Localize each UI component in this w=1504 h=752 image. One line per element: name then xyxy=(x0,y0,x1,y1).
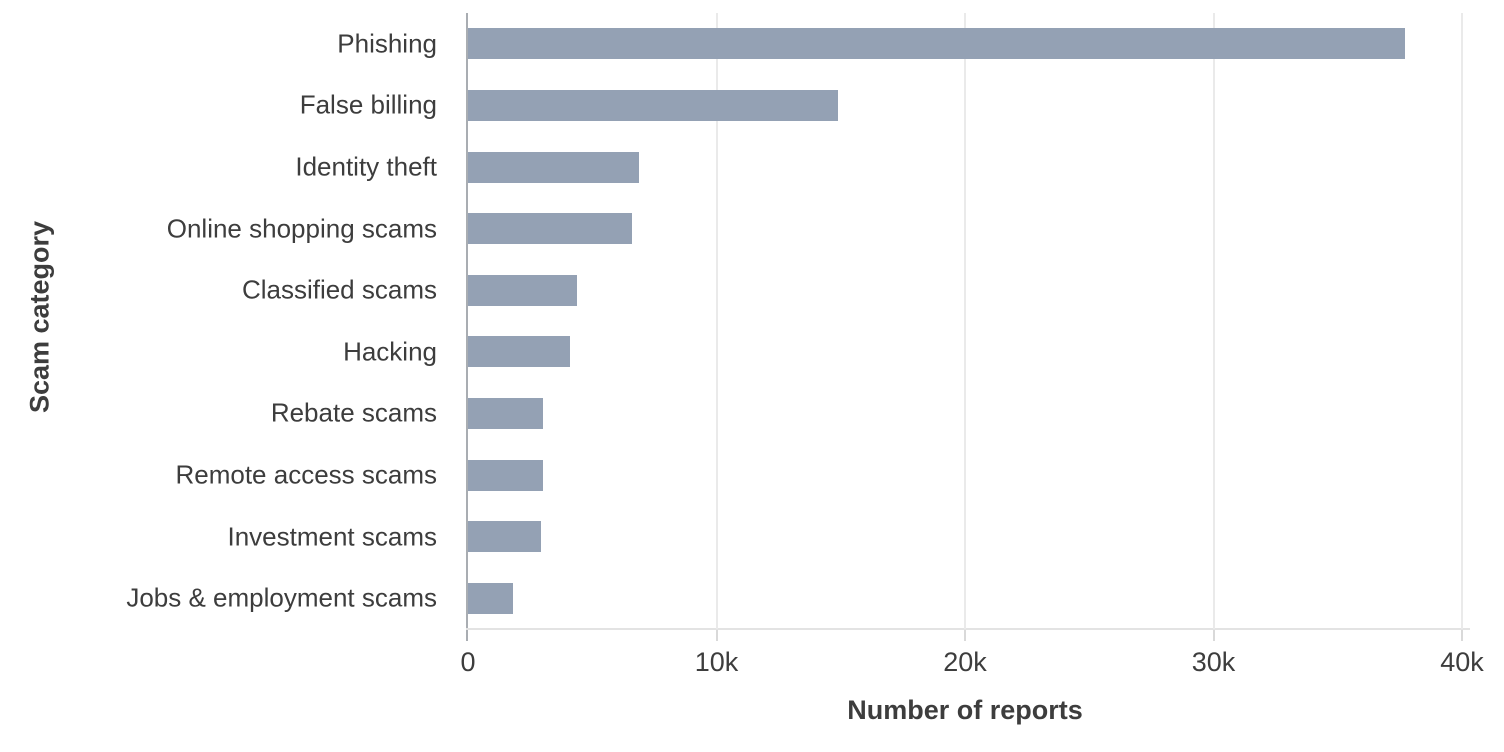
tick-mark-40k xyxy=(1461,630,1463,641)
bar-identity-theft xyxy=(468,151,640,183)
bar-jobs-employment-scams xyxy=(468,582,513,614)
gridline-30k xyxy=(1212,13,1215,629)
x-axis-title: Number of reports xyxy=(847,695,1083,725)
category-label: Jobs & employment scams xyxy=(126,582,437,613)
bar-online-shopping-scams xyxy=(468,213,632,245)
category-label: False billing xyxy=(299,89,437,120)
tick-mark-20k xyxy=(964,630,966,641)
x-tick-label-0: 0 xyxy=(460,647,476,677)
bar-phishing xyxy=(468,28,1405,60)
bar-rebate-scams xyxy=(468,397,543,429)
x-tick-label-40k: 40k xyxy=(1440,647,1484,677)
x-tick-label-20k: 20k xyxy=(943,647,987,677)
bar-remote-access-scams xyxy=(468,459,543,491)
x-axis-baseline xyxy=(466,628,1470,630)
category-label: Online shopping scams xyxy=(166,213,437,243)
category-label: Identity theft xyxy=(295,151,437,182)
category-label: Rebate scams xyxy=(270,397,437,428)
category-label: Investment scams xyxy=(227,521,437,551)
category-label: Phishing xyxy=(337,28,437,59)
x-tick-label-10k: 10k xyxy=(694,647,739,677)
bar-false-billing xyxy=(468,89,839,121)
plot-area xyxy=(468,13,1463,629)
tick-mark-30k xyxy=(1212,630,1215,641)
category-label: Hacking xyxy=(343,336,437,367)
category-label: Classified scams xyxy=(241,274,437,305)
category-label: Remote access scams xyxy=(175,459,437,490)
gridline-10k xyxy=(715,13,718,629)
bar-classified-scams xyxy=(468,274,578,306)
tick-mark-10k xyxy=(715,630,718,641)
bar-investment-scams xyxy=(468,521,542,553)
gridline-40k xyxy=(1461,13,1463,629)
y-axis-line xyxy=(466,13,468,641)
bar-hacking xyxy=(468,336,570,368)
gridline-20k xyxy=(964,13,966,629)
x-tick-label-30k: 30k xyxy=(1191,647,1236,677)
category-axis-labels: Phishing False billing Identity theft Onlin… xyxy=(0,13,437,629)
